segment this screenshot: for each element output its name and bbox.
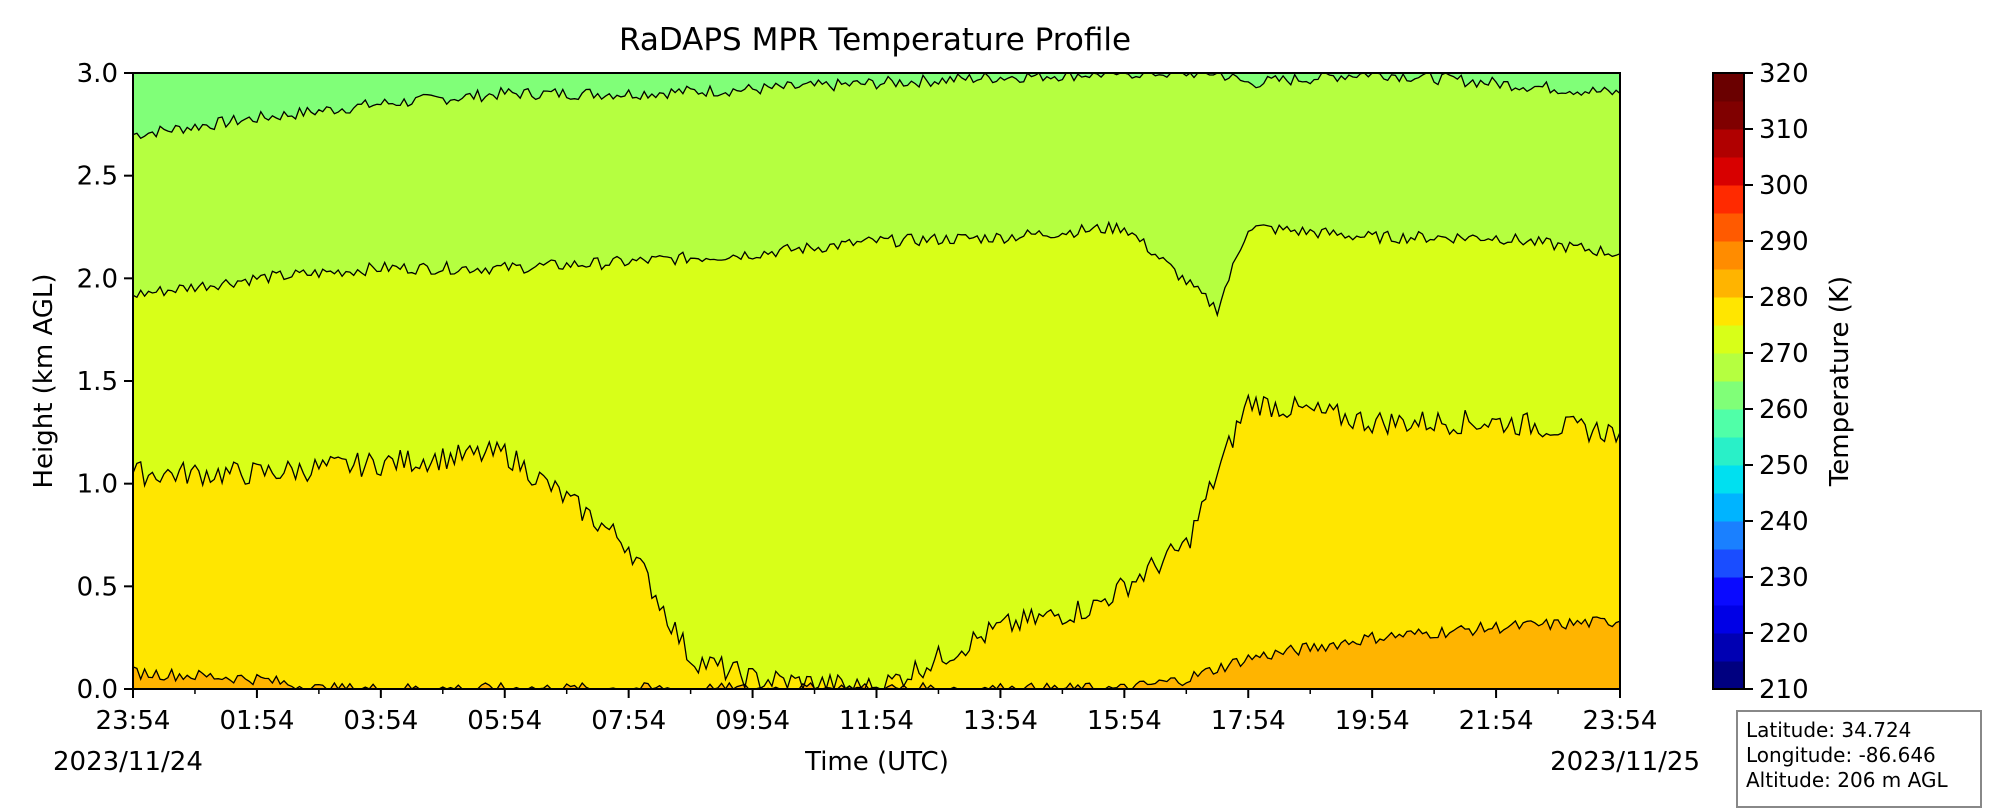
colorbar-tick-label: 260 [1759, 395, 1809, 425]
y-tick-label: 2.0 [77, 264, 118, 294]
end-date-label: 2023/11/25 [1550, 747, 1700, 777]
colorbar-tick-label: 280 [1759, 283, 1809, 313]
colorbar-segment [1713, 605, 1744, 634]
x-tick-label: 01:54 [219, 706, 294, 736]
temperature-band [133, 617, 1620, 689]
x-tick-label: 19:54 [1335, 706, 1410, 736]
colorbar-tick-label: 220 [1759, 619, 1809, 649]
x-tick-label: 09:54 [715, 706, 790, 736]
y-axis: 0.0 0.5 1.0 1.5 2.0 2.5 3.0 [77, 59, 133, 705]
colorbar-segment [1713, 409, 1744, 438]
colorbar-tick-label: 290 [1759, 227, 1809, 257]
contour-line [133, 73, 1620, 140]
latitude-text: Latitude: 34.724 [1746, 718, 1912, 742]
colorbar-segment [1713, 73, 1744, 102]
temperature-band [133, 395, 1620, 689]
y-axis-label: Height (km AGL) [29, 273, 59, 488]
colorbar-tick-label: 230 [1759, 563, 1809, 593]
y-tick-label: 0.0 [77, 675, 118, 705]
y-tick-label: 2.5 [77, 162, 118, 192]
x-tick-label: 05:54 [467, 706, 542, 736]
colorbar-frame [1712, 72, 1745, 690]
x-tick-label: 07:54 [591, 706, 666, 736]
colorbar-tick-label: 300 [1759, 171, 1809, 201]
x-tick-label: 23:54 [96, 706, 171, 736]
chart-title: RaDAPS MPR Temperature Profile [618, 22, 1132, 58]
colorbar-segment [1713, 213, 1744, 242]
colorbar-segment [1713, 633, 1744, 662]
colorbar-segment [1713, 521, 1744, 550]
start-date-label: 2023/11/24 [53, 747, 203, 777]
y-tick-label: 3.0 [77, 59, 118, 89]
colorbar-tick-label: 250 [1759, 451, 1809, 481]
x-tick-label: 15:54 [1087, 706, 1162, 736]
colorbar-tick-label: 210 [1759, 675, 1809, 705]
y-tick-label: 0.5 [77, 572, 118, 602]
colorbar-tick-label: 270 [1759, 339, 1809, 369]
colorbar-segment [1713, 465, 1744, 494]
x-tick-label: 11:54 [839, 706, 914, 736]
colorbar-segment [1713, 241, 1744, 270]
temperature-field [133, 73, 1620, 689]
colorbar-segment [1713, 129, 1744, 158]
contour-line [133, 616, 1620, 689]
altitude-text: Altitude: 206 m AGL [1746, 768, 1948, 792]
x-tick-label: 23:54 [1583, 706, 1658, 736]
colorbar-segment [1713, 353, 1744, 382]
colorbar-segment [1713, 269, 1744, 298]
x-axis-label: Time (UTC) [804, 747, 949, 777]
x-axis: 23:54 01:54 03:54 05:54 07:54 09:54 11:54 13:54… [96, 689, 1658, 736]
x-tick-label: 21:54 [1459, 706, 1534, 736]
colorbar-tick-label: 320 [1759, 59, 1809, 89]
colorbar-segment [1713, 381, 1744, 410]
colorbar-label: Temperature (K) [1825, 276, 1855, 487]
station-info-box: Latitude: 34.724 Longitude: -86.646 Alti… [1736, 710, 1982, 808]
colorbar-tick-label: 310 [1759, 115, 1809, 145]
colorbar-segment [1713, 577, 1744, 606]
x-tick-label: 03:54 [343, 706, 418, 736]
colorbar-segment [1713, 101, 1744, 130]
contour-line [133, 220, 1620, 318]
colorbar-segment [1713, 185, 1744, 214]
contour-line [133, 393, 1620, 689]
colorbar-segment [1713, 493, 1744, 522]
colorbar-segment [1713, 325, 1744, 354]
colorbar-tick-label: 240 [1759, 507, 1809, 537]
colorbar-segment [1713, 297, 1744, 326]
y-tick-label: 1.5 [77, 367, 118, 397]
longitude-text: Longitude: -86.646 [1746, 743, 1936, 767]
y-tick-label: 1.0 [77, 470, 118, 500]
colorbar: 210 220 230 240 250 260 270 280 290 300 310 320 [1712, 59, 1809, 705]
contour-lines [133, 73, 1620, 689]
colorbar-segment [1713, 437, 1744, 466]
x-tick-label: 13:54 [963, 706, 1038, 736]
x-tick-label: 17:54 [1211, 706, 1286, 736]
colorbar-segment [1713, 549, 1744, 578]
colorbar-segment [1713, 157, 1744, 186]
colorbar-segment [1713, 661, 1744, 690]
